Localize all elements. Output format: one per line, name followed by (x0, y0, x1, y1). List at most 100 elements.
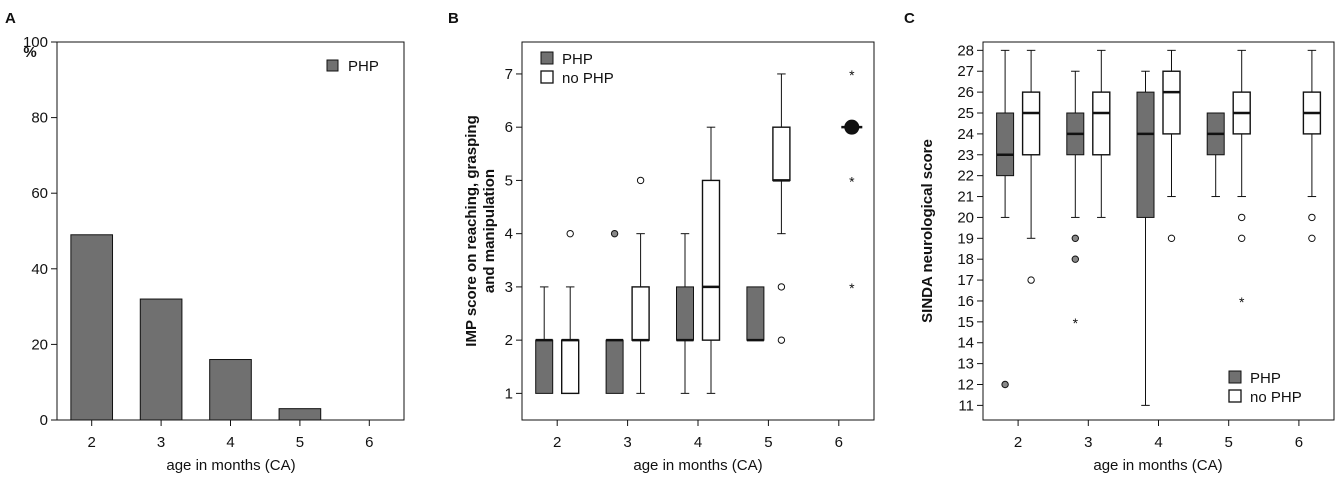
y-tick-label: 23 (957, 147, 974, 164)
y-tick-label: 28 (957, 42, 974, 59)
y-tick-label: 25 (957, 105, 974, 122)
box-iqr (631, 286, 650, 341)
outlier-point (1238, 213, 1246, 222)
box-no-php-month-4 (701, 126, 721, 394)
x-tick-label: 6 (835, 434, 843, 451)
box-no-php-month-2 (1021, 49, 1041, 284)
y-tick-label: 11 (958, 397, 974, 414)
panel-a-letter: A (5, 10, 16, 27)
outlier-point (610, 229, 619, 238)
panel-b-boxes: * * * (535, 67, 863, 395)
x-tick-label: 5 (764, 434, 772, 451)
y-tick-label: 22 (957, 168, 974, 185)
panel-b: B 1 2 3 4 5 6 7 2 3 4 5 6 * * * PHP no PHP IMP score… (448, 10, 875, 474)
y-tick-label: 16 (957, 293, 974, 310)
box-iqr (701, 179, 721, 341)
y-tick-label: 12 (957, 376, 974, 393)
extreme-marker: * (849, 280, 855, 296)
outlier-point (1027, 276, 1035, 284)
bar-php (278, 408, 322, 421)
y-tick-label: 60 (31, 185, 48, 202)
legend-label-no-php: no PHP (562, 70, 614, 87)
outlier-point (777, 283, 786, 291)
box-iqr (676, 286, 694, 341)
y-tick-label: 17 (957, 272, 974, 289)
box-no-php-month-5 (772, 73, 791, 344)
y-tick-label: 14 (957, 335, 974, 352)
legend-swatch-php (540, 51, 554, 65)
y-tick-label: 15 (957, 314, 974, 331)
y-tick-label: 40 (31, 261, 48, 278)
y-tick-label: 13 (957, 356, 974, 373)
bar-php (70, 234, 114, 421)
box-iqr (996, 112, 1015, 177)
panel-c-legend: PHP no PHP (1228, 370, 1302, 406)
legend-swatch-php (326, 59, 339, 72)
box-no-php-month-6 (1302, 49, 1322, 243)
panel-b-y-axis-label-line2: and manipulation (481, 169, 498, 293)
outlier-point (1167, 234, 1176, 243)
legend-label-php: PHP (562, 51, 593, 68)
panel-c-y-ticks: 11 12 13 14 15 16 17 18 19 20 21 22 23 24 25 26 27 28 (957, 42, 983, 414)
box-php-month-3: * (1066, 70, 1085, 331)
outlier-point (1001, 380, 1009, 389)
y-tick-label: 0 (40, 412, 48, 429)
outlier-point (1308, 234, 1316, 243)
box-php-month-4 (1136, 70, 1155, 406)
panel-c-x-axis-label: age in months (CA) (1093, 457, 1222, 474)
y-tick-label: 20 (957, 209, 974, 226)
x-tick-label: 2 (88, 434, 96, 451)
panel-a-x-ticks: 2 3 4 5 6 (88, 420, 373, 451)
legend-label-php: PHP (1250, 370, 1281, 387)
box-iqr (746, 286, 765, 341)
outlier-point (1071, 255, 1080, 263)
panel-a-y-ticks: 0 20 40 60 80 100 (23, 34, 57, 429)
panel-b-y-axis-label: IMP score on reaching, grasping (463, 115, 480, 346)
panel-a-legend: PHP (326, 58, 379, 75)
box-php-month-4 (676, 233, 694, 394)
legend-swatch-no-php (540, 70, 554, 84)
panel-a-bars (70, 234, 322, 421)
outlier-point (1308, 213, 1316, 222)
x-tick-label: 5 (1225, 434, 1233, 451)
panel-b-letter: B (448, 10, 459, 27)
legend-swatch-php (1228, 370, 1242, 384)
panel-a-y-unit: % (23, 44, 36, 61)
y-tick-label: 6 (505, 119, 513, 136)
extreme-marker: * (849, 67, 855, 83)
x-tick-label: 3 (157, 434, 165, 451)
legend-label-no-php: no PHP (1250, 389, 1302, 406)
box-no-php-month-6: * * * (841, 67, 863, 296)
panel-a: A % 0 20 40 60 80 100 2 3 4 5 6 PHP age in months… (5, 10, 405, 474)
box-php-month-3 (605, 229, 624, 394)
y-tick-label: 20 (31, 336, 48, 353)
panel-b-x-axis-label: age in months (CA) (633, 457, 762, 474)
x-tick-label: 6 (365, 434, 373, 451)
outlier-point (566, 229, 574, 238)
x-tick-label: 5 (296, 434, 304, 451)
box-php-month-5 (1206, 112, 1225, 198)
x-tick-label: 2 (553, 434, 561, 451)
box-no-php-month-3 (1092, 49, 1111, 218)
bar-php (139, 298, 183, 421)
box-iqr (772, 126, 791, 182)
box-php-month-2 (996, 49, 1015, 389)
y-tick-label: 18 (957, 251, 974, 268)
box-iqr (1162, 70, 1181, 135)
x-tick-label: 4 (226, 434, 234, 451)
box-no-php-month-5: * (1232, 49, 1251, 310)
box-iqr (1092, 91, 1111, 156)
outlier-point (1238, 234, 1246, 243)
extreme-marker: * (1239, 294, 1245, 310)
box-iqr (1136, 91, 1155, 218)
panel-c-letter: C (904, 10, 915, 27)
x-tick-label: 4 (694, 434, 702, 451)
y-tick-label: 19 (957, 230, 974, 247)
panel-c-x-ticks: 2 3 4 5 6 (1014, 420, 1303, 451)
legend-swatch-no-php (1228, 389, 1242, 403)
panel-c-y-axis-label: SINDA neurological score (919, 139, 936, 323)
x-tick-label: 3 (623, 434, 631, 451)
panel-b-legend: PHP no PHP (540, 51, 614, 87)
